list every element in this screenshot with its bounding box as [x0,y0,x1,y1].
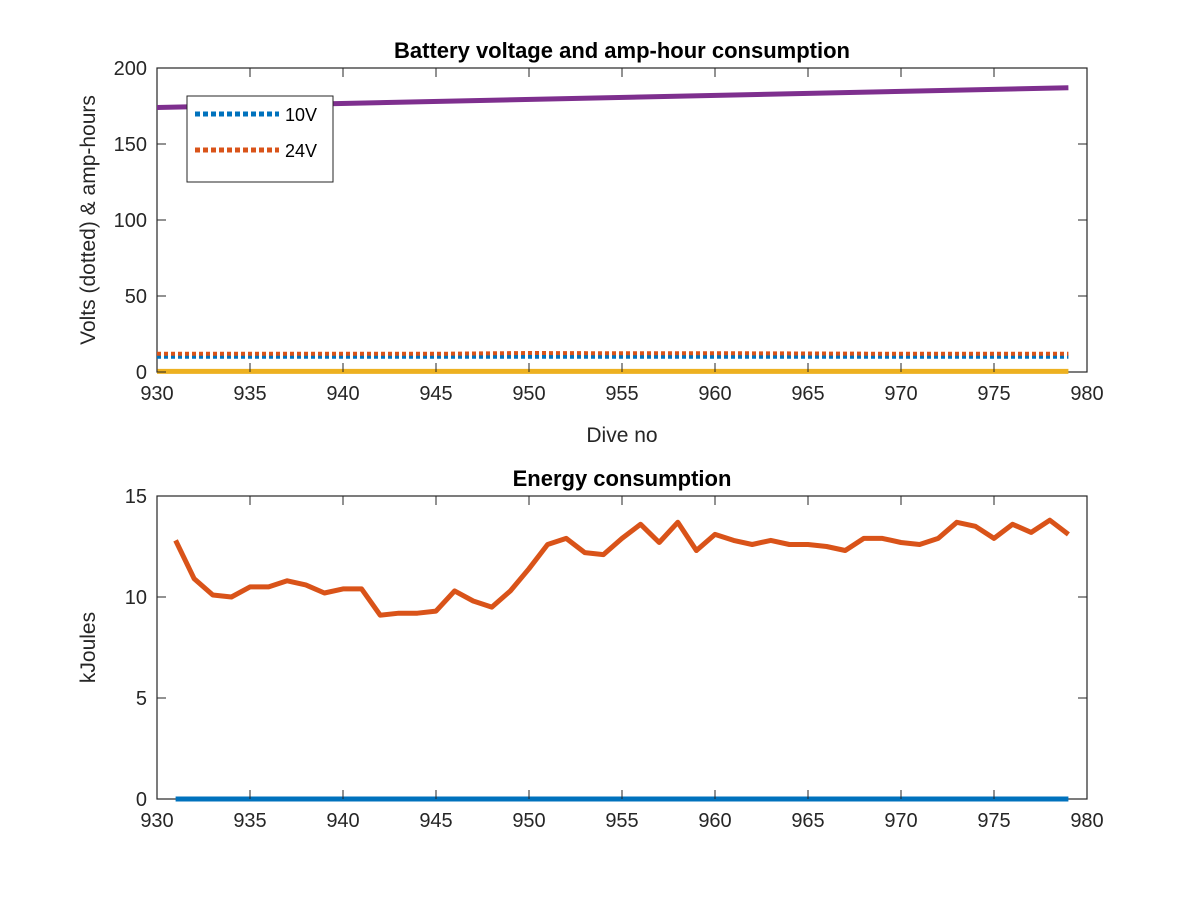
x-tick-label: 955 [605,810,638,832]
x-tick-label: 975 [977,810,1010,832]
series-line-24v [157,351,1069,356]
x-tick-label: 970 [884,383,917,405]
voltage-axes: 930 935 940 945 950 955 960 965 970 975 980 0 50 100 1… [77,38,1104,447]
x-tick-label: 935 [233,810,266,832]
x-tick-label: 930 [140,383,173,405]
legend-label-10v: 10V [285,105,317,125]
chart-title: Energy consumption [513,466,732,491]
x-tick-label: 940 [326,810,359,832]
y-tick-label: 0 [136,362,147,384]
x-tick-label: 950 [512,810,545,832]
y-tick-label: 0 [136,789,147,811]
y-tick-label: 200 [114,58,147,80]
x-tick-label: 950 [512,383,545,405]
x-tick-label: 960 [698,810,731,832]
x-tick-label: 965 [791,810,824,832]
x-tick-label: 940 [326,383,359,405]
axes-frame [156,495,1088,800]
x-tick-label: 980 [1070,383,1103,405]
x-tick-label: 970 [884,810,917,832]
y-axis-label: kJoules [77,612,100,683]
y-tick-label: 15 [125,486,147,508]
x-tick-label: 935 [233,383,266,405]
y-tick-label: 50 [125,286,147,308]
legend-box [186,95,334,183]
x-tick-label: 955 [605,383,638,405]
x-tick-label: 975 [977,383,1010,405]
energy-axes: 930 935 940 945 950 955 960 965 970 975 980 0 5 10 15 E… [77,466,1104,832]
y-tick-label: 150 [114,134,147,156]
legend: 10V 24V [186,95,334,183]
x-tick-label: 945 [419,383,452,405]
x-tick-label: 980 [1070,810,1103,832]
x-tick-label: 930 [140,810,173,832]
x-tick-label: 965 [791,383,824,405]
x-tick-label: 960 [698,383,731,405]
y-tick-label: 10 [125,587,147,609]
y-axis-label: Volts (dotted) & amp-hours [77,95,100,345]
y-tick-label: 100 [114,210,147,232]
x-tick-label: 945 [419,810,452,832]
y-tick-label: 5 [136,688,147,710]
x-axis-label: Dive no [586,424,657,447]
legend-label-24v: 24V [285,141,317,161]
chart-title: Battery voltage and amp-hour consumption [394,38,850,63]
series-line-s0 [173,517,1070,618]
